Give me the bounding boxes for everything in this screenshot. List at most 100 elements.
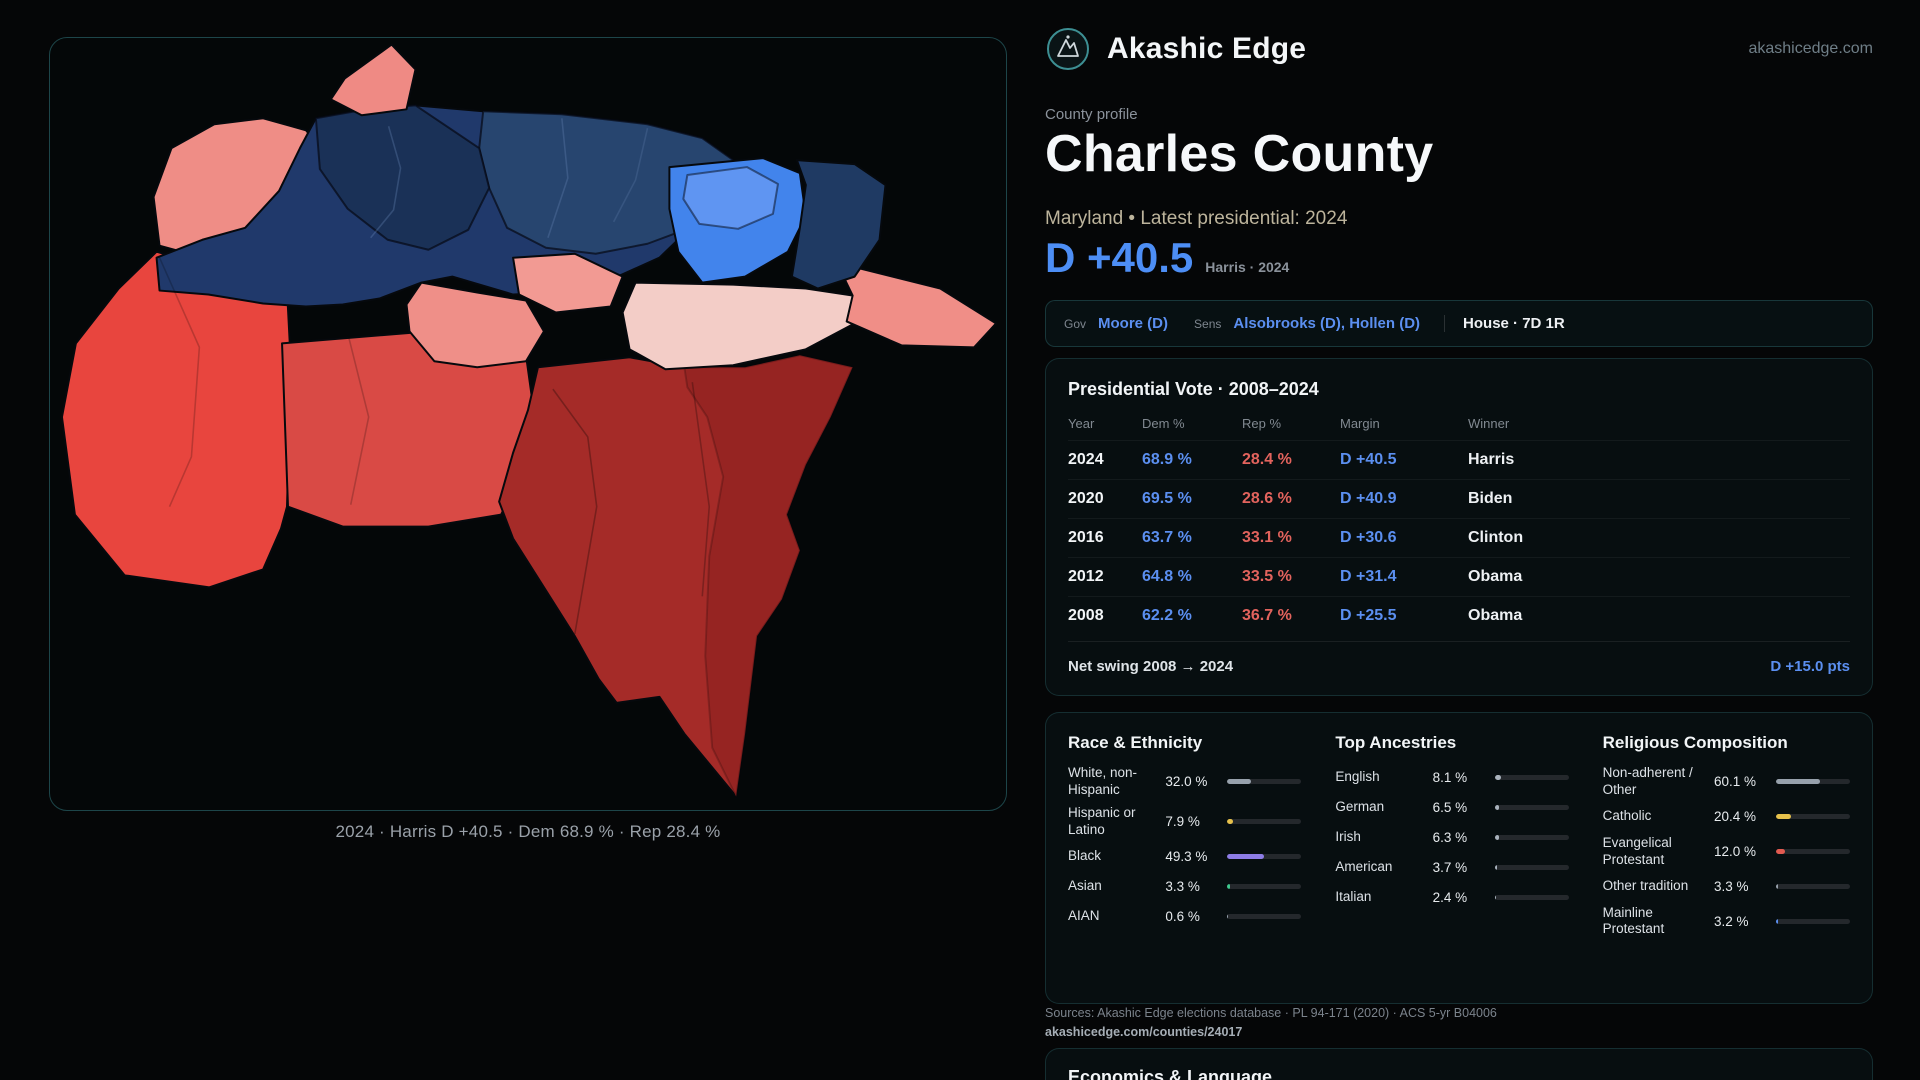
presidential-vote-title: Presidential Vote · 2008–2024 xyxy=(1068,379,1319,399)
demo-bar-fill xyxy=(1227,914,1229,919)
map-precinct-borders xyxy=(158,118,711,635)
cell-dem: 64.8 % xyxy=(1142,568,1192,585)
cell-rep: 28.4 % xyxy=(1242,451,1292,468)
precinct-navy-east xyxy=(478,110,735,255)
demo-row: German 6.5 % xyxy=(1335,795,1569,819)
cell-winner: Clinton xyxy=(1468,529,1524,546)
cell-rep: 28.6 % xyxy=(1242,490,1292,507)
net-swing-row: Net swing 2008 → 2024 D +15.0 pts xyxy=(1068,641,1850,675)
demo-value: 8.1 % xyxy=(1432,769,1468,785)
table-row: 2024 68.9 % 28.4 % D +40.5 Harris xyxy=(1068,440,1850,479)
brand-logo-icon xyxy=(1047,28,1089,70)
demo-bar-track xyxy=(1227,914,1302,919)
demo-bar-track xyxy=(1776,884,1850,889)
demo-bar-fill xyxy=(1776,849,1785,855)
demo-row: White, non-Hispanic 32.0 % xyxy=(1068,765,1302,799)
profile-column: Akashic Edge akashicedge.com County prof… xyxy=(1045,0,1873,1080)
demo-bar-track xyxy=(1227,854,1302,859)
demo-row: American 3.7 % xyxy=(1335,855,1569,879)
race-ethnicity-section: Race & Ethnicity White, non-Hispanic 32.… xyxy=(1068,733,1302,944)
demo-bar-track xyxy=(1494,864,1569,870)
cell-dem: 63.7 % xyxy=(1142,529,1192,546)
page-subtitle: Maryland • Latest presidential: 2024 xyxy=(1045,208,1348,229)
margin-note: Harris · 2024 xyxy=(1205,259,1290,275)
cell-year: 2024 xyxy=(1068,451,1104,468)
demo-label: Italian xyxy=(1335,888,1372,904)
table-row: 2020 69.5 % 28.6 % D +40.9 Biden xyxy=(1068,479,1850,518)
demo-label: German xyxy=(1335,798,1385,814)
col-year: Year xyxy=(1068,416,1095,431)
demo-label: Non-adherent / Other xyxy=(1602,765,1693,797)
cell-year: 2012 xyxy=(1068,568,1104,585)
county-url-link[interactable]: akashicedge.com/counties/24017 xyxy=(1045,1025,1243,1040)
demo-bar-track xyxy=(1494,834,1569,840)
demo-label: Hispanic or Latino xyxy=(1068,804,1136,837)
precinct-pale-pink xyxy=(621,281,856,371)
demo-row: Catholic 20.4 % xyxy=(1603,805,1850,829)
precinct-center-pink-1 xyxy=(405,281,545,369)
demo-value: 32.0 % xyxy=(1165,774,1208,790)
demo-bar-fill xyxy=(1494,804,1500,810)
demo-bar-track xyxy=(1227,884,1302,889)
cell-winner: Obama xyxy=(1468,568,1523,585)
demo-value: 6.5 % xyxy=(1432,799,1468,815)
economics-language-title: Economics & Language xyxy=(1068,1067,1273,1080)
demo-value: 60.1 % xyxy=(1714,774,1757,790)
presidential-vote-card: Presidential Vote · 2008–2024 Year Dem %… xyxy=(1045,358,1873,696)
race-ethnicity-title: Race & Ethnicity xyxy=(1068,733,1203,752)
brand-name: Akashic Edge xyxy=(1107,32,1307,65)
demo-value: 20.4 % xyxy=(1714,809,1757,825)
demographics-card: Race & Ethnicity White, non-Hispanic 32.… xyxy=(1045,712,1873,1004)
precinct-center-pink-2 xyxy=(512,252,624,314)
house-delegation: House · 7D 1R xyxy=(1444,315,1565,332)
precinct-ne-navy xyxy=(790,159,887,290)
cell-winner: Obama xyxy=(1468,607,1523,624)
governor-link[interactable]: Moore (D) xyxy=(1098,315,1169,332)
demo-label: Irish xyxy=(1335,828,1361,844)
demo-value: 0.6 % xyxy=(1165,909,1200,924)
demo-row: Non-adherent / Other 60.1 % xyxy=(1603,765,1850,799)
religious-composition-section: Religious Composition Non-adherent / Oth… xyxy=(1603,733,1850,944)
demo-bar-fill xyxy=(1776,918,1779,924)
demo-label: AIAN xyxy=(1068,908,1100,924)
demo-bar-fill xyxy=(1776,779,1821,785)
precinct-south-darkred-2 xyxy=(683,354,854,798)
demo-bar-track xyxy=(1776,779,1850,785)
demo-bar-track xyxy=(1494,894,1569,900)
margin-value: D +40.5 xyxy=(1045,234,1194,281)
map-regions xyxy=(60,43,998,798)
demo-label: Other tradition xyxy=(1602,878,1689,894)
sens-label: Sens xyxy=(1194,316,1222,331)
demo-value: 49.3 % xyxy=(1165,849,1208,864)
demo-bar-track xyxy=(1776,918,1850,924)
cell-winner: Harris xyxy=(1468,451,1515,468)
demo-value: 2.4 % xyxy=(1432,889,1468,905)
table-row: 2012 64.8 % 33.5 % D +31.4 Obama xyxy=(1068,557,1850,596)
site-domain-link[interactable]: akashicedge.com xyxy=(1748,40,1873,57)
demo-value: 7.9 % xyxy=(1165,814,1200,830)
religious-composition-title: Religious Composition xyxy=(1602,733,1788,752)
cell-year: 2020 xyxy=(1068,490,1104,507)
demo-row: AIAN 0.6 % xyxy=(1068,905,1302,929)
kicker-label: County profile xyxy=(1045,106,1138,123)
demo-bar-fill xyxy=(1494,774,1501,780)
cell-margin: D +31.4 xyxy=(1340,568,1397,585)
officials-bar: Gov Moore (D) Sens Alsobrooks (D), Holle… xyxy=(1045,300,1873,347)
col-dem: Dem % xyxy=(1142,416,1185,431)
demo-label: Asian xyxy=(1068,878,1102,894)
net-swing-label: Net swing 2008 → 2024 xyxy=(1068,658,1234,675)
demo-label: English xyxy=(1335,768,1380,784)
cell-margin: D +40.9 xyxy=(1340,490,1397,507)
demo-bar-fill xyxy=(1494,864,1498,870)
sources-footnote: Sources: Akashic Edge elections database… xyxy=(1045,1004,1497,1043)
cell-margin: D +25.5 xyxy=(1340,607,1397,624)
demo-row: Other tradition 3.3 % xyxy=(1603,875,1850,899)
top-ancestries-section: Top Ancestries English 8.1 % German 6.5 … xyxy=(1335,733,1569,944)
precinct-east-salmon xyxy=(835,261,998,349)
map-caption: 2024 · Harris D +40.5 · Dem 68.9 % · Rep… xyxy=(335,822,721,841)
senators-link[interactable]: Alsobrooks (D), Hollen (D) xyxy=(1233,315,1421,332)
cell-winner: Biden xyxy=(1468,490,1513,507)
demo-bar-track xyxy=(1494,804,1569,810)
demo-row: English 8.1 % xyxy=(1335,765,1569,789)
